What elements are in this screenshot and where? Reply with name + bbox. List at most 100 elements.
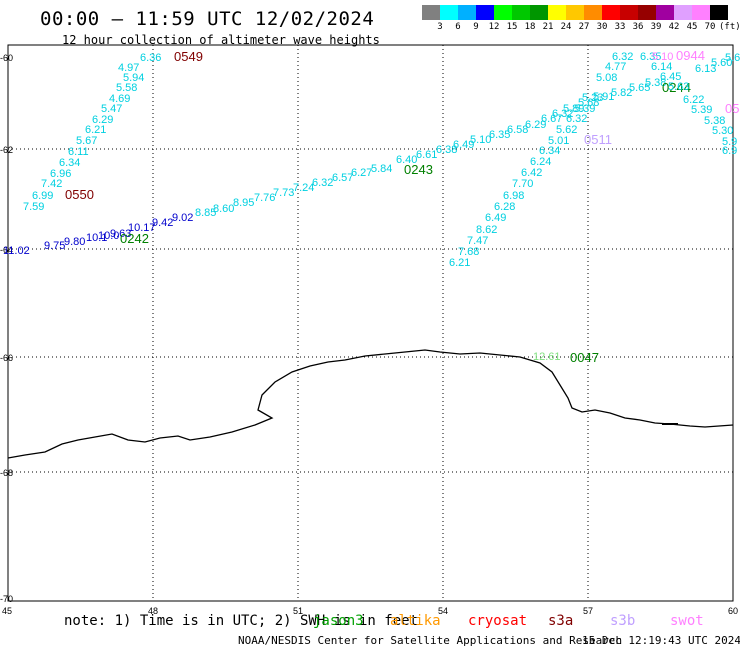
legend-label: 30: [596, 22, 608, 32]
track-b-swh: 6.32: [552, 108, 573, 120]
track-b-swh: 5.89: [563, 103, 584, 115]
track-b-swh: 7.76: [254, 192, 275, 204]
track-b-swh: 5.68: [578, 97, 599, 109]
map-title: 00:00 – 11:59 UTC 12/02/2024: [40, 8, 375, 30]
track-d-swh: 5.6: [725, 52, 740, 64]
track-a-swh: 6.36: [140, 52, 161, 64]
legend-swatch: [422, 5, 440, 20]
legend-label: 3: [437, 22, 443, 32]
legend-swatch: [710, 5, 728, 20]
track-c-swh: 5.62: [556, 124, 577, 136]
track-b-swh: 6.61: [416, 149, 437, 161]
track-d-swh: 6.35: [640, 51, 661, 63]
track-c-swh: 6.32: [566, 113, 587, 125]
track-b-swh: 9.42: [152, 217, 173, 229]
track-d-swh: 5.10: [652, 51, 673, 63]
track-a-swh: 4.97: [118, 62, 139, 74]
map-frame: [7, 44, 734, 602]
track-b-swh: 9.80: [64, 236, 85, 248]
track-d-swh: 5.38: [704, 115, 725, 127]
legend-label: 36: [632, 22, 644, 32]
lon-tick-label: 54: [438, 606, 448, 616]
satellite-legend-jason3: jason3: [313, 613, 364, 629]
generated-timestamp: 15 Dec 12:19:43 UTC 2024: [582, 634, 740, 647]
track-c-swh: 7.47: [467, 235, 488, 247]
track-b-swh: 6.58: [507, 124, 528, 136]
legend-label: 39: [650, 22, 662, 32]
lat-tick-label: -62: [0, 145, 13, 155]
legend-swatch: [548, 5, 566, 20]
pass-time-label: 05: [725, 101, 739, 116]
track-d-swh: 5.9: [722, 136, 737, 148]
legend-swatch: [638, 5, 656, 20]
lat-tick-label: -60: [0, 53, 13, 63]
track-c-swh: 6.42: [521, 167, 542, 179]
legend-swatch: [458, 5, 476, 20]
track-b-swh: 6.32: [312, 177, 333, 189]
track-b-swh: 6.38: [436, 144, 457, 156]
legend-swatch: [620, 5, 638, 20]
track-d-swh: 6.13: [695, 63, 716, 75]
legend-swatch: [584, 5, 602, 20]
track-b-swh: 7.24: [293, 182, 314, 194]
track-a-swh: 6.99: [32, 190, 53, 202]
track-c-swh: 5.23: [582, 92, 603, 104]
track-c-swh: 8.62: [476, 224, 497, 236]
legend-label: 27: [578, 22, 590, 32]
track-c-swh: 5.39: [574, 103, 595, 115]
lat-tick-label: -66: [0, 353, 13, 363]
coast-swh: 12.61: [533, 351, 561, 363]
track-a-swh: 7.42: [41, 178, 62, 190]
legend-label: 42: [668, 22, 680, 32]
pass-time-label: 0511: [584, 132, 612, 147]
pass-time-label: 0242: [120, 231, 149, 246]
lon-tick-label: 57: [583, 606, 593, 616]
satellite-legend-altika: altika: [390, 613, 441, 629]
track-d-swh: 5.63: [668, 81, 689, 93]
track-b-swh: 5.38: [645, 77, 666, 89]
antarctic-coastline: [7, 349, 734, 459]
track-c-swh: 4.77: [605, 61, 626, 73]
legend-label: 33: [614, 22, 626, 32]
track-b-swh: 5.91: [593, 91, 614, 103]
track-c-swh: 7.70: [512, 178, 533, 190]
track-c-swh: 6.32: [612, 51, 633, 63]
track-c-swh: 6.28: [494, 201, 515, 213]
legend-label: 12: [488, 22, 500, 32]
legend-label: 24: [560, 22, 572, 32]
track-a-swh: 5.47: [101, 103, 122, 115]
legend-swatch: [440, 5, 458, 20]
track-b-swh: 6.27: [351, 167, 372, 179]
pass-time-label: 0550: [65, 187, 94, 202]
satellite-legend-s3a: s3a: [548, 613, 574, 629]
track-b-swh: 10.1: [86, 232, 107, 244]
legend-label: 45: [686, 22, 698, 32]
track-a-swh: 4.69: [109, 93, 130, 105]
satellite-legend-swot: swot: [670, 613, 704, 629]
track-b-swh: 6.57: [332, 172, 353, 184]
pass-time-label: 0243: [404, 162, 433, 177]
track-c-swh: 6.49: [485, 212, 506, 224]
pass-time-label: 0549: [174, 49, 203, 64]
track-d-swh: 5.30: [712, 125, 733, 137]
legend-label: 15: [506, 22, 518, 32]
track-b-swh: 10.0: [98, 230, 119, 242]
lon-tick-label: 48: [148, 606, 158, 616]
legend-swatch: [476, 5, 494, 20]
track-b-swh: 9.75: [44, 240, 65, 252]
pass-time-label: 0244: [662, 80, 691, 95]
track-d-swh: 5.39: [691, 104, 712, 116]
track-c-swh: 5.01: [548, 135, 569, 147]
pass-time-label: 0047: [570, 350, 599, 365]
track-b-swh: 5.82: [611, 87, 632, 99]
legend-label: 6: [455, 22, 461, 32]
track-c-swh: 7.68: [458, 246, 479, 258]
credit-text: NOAA/NESDIS Center for Satellite Applica…: [238, 634, 623, 647]
legend-swatch: [566, 5, 584, 20]
legend-swatch: [530, 5, 548, 20]
track-b-swh: 8.95: [233, 197, 254, 209]
track-b-swh: 10.17: [128, 222, 156, 234]
track-b-swh: 9.02: [172, 212, 193, 224]
legend-swatch: [692, 5, 710, 20]
track-d-swh: 6.22: [683, 94, 704, 106]
